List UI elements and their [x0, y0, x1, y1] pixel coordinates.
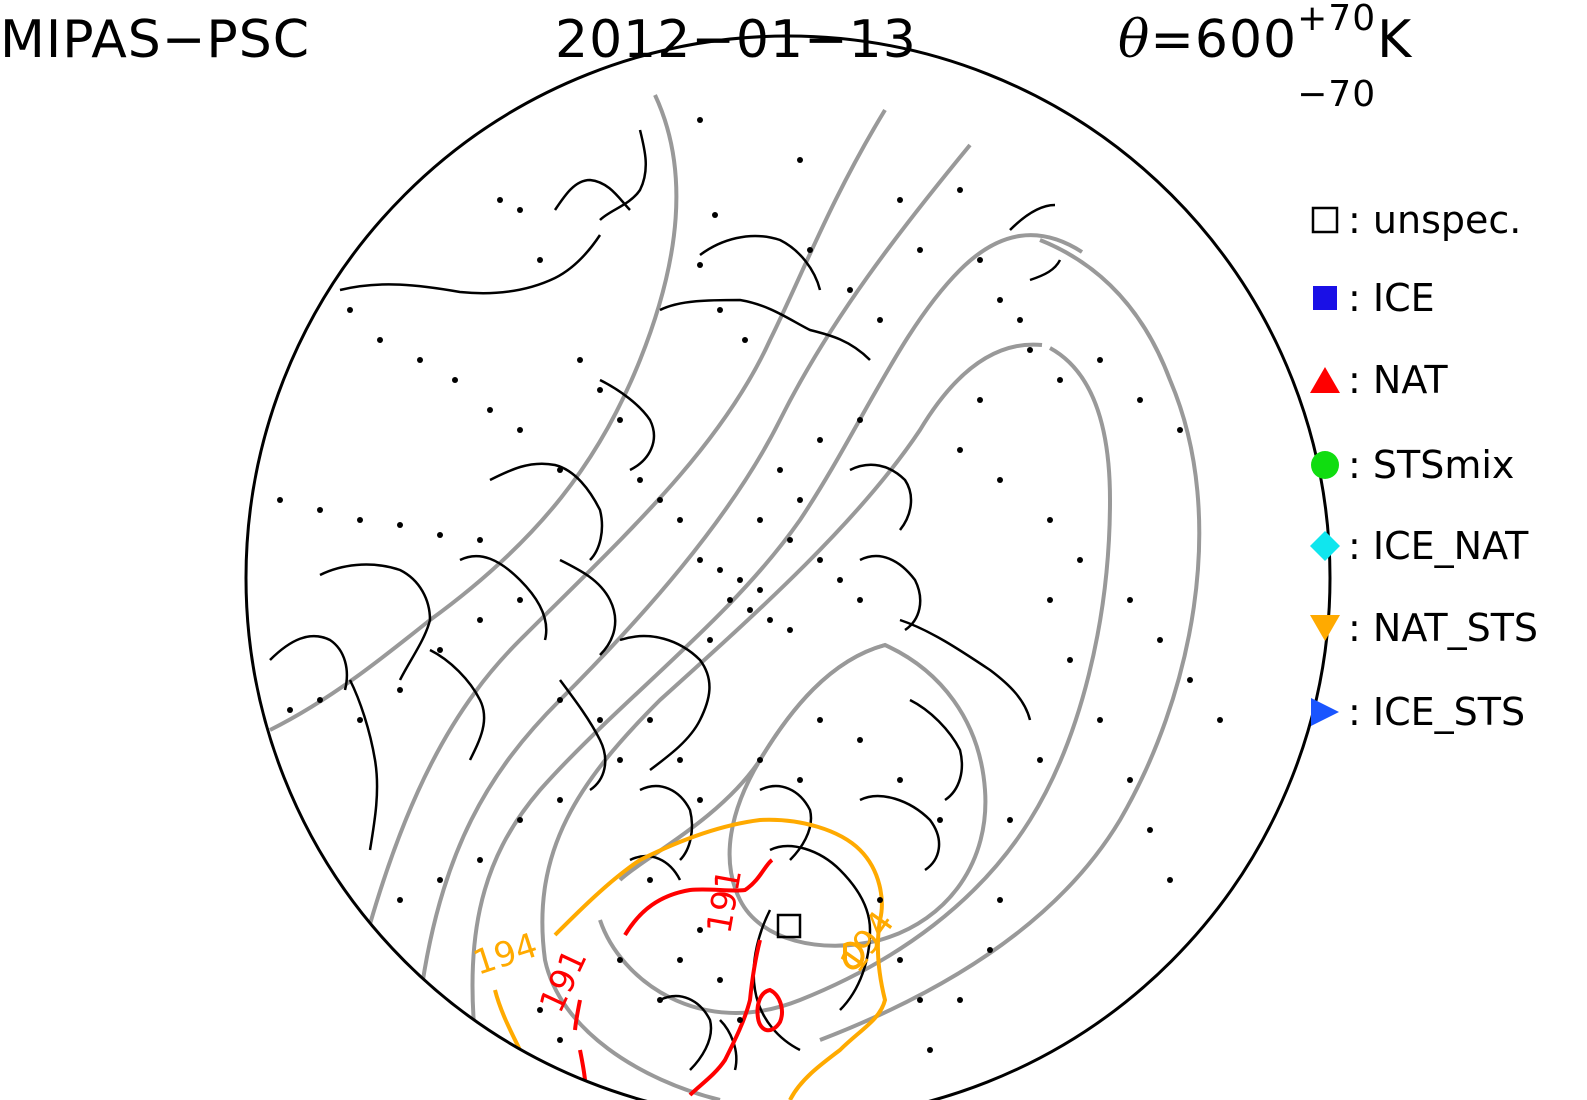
diamond-icon — [1308, 526, 1342, 566]
legend-item-ice: : ICE — [1308, 273, 1435, 323]
legend-label-nat-sts: : NAT_STS — [1348, 606, 1539, 650]
theta-minus: −70 — [1297, 74, 1377, 115]
legend-label-ice-sts: : ICE_STS — [1348, 690, 1526, 734]
theta-unit: K — [1377, 10, 1413, 70]
contour-label-194-right: 194 — [833, 904, 903, 980]
legend-item-nat-sts: : NAT_STS — [1308, 603, 1538, 653]
theta-level-title: θ=600 +70 −70 K — [1118, 0, 1413, 115]
legend-label-unspec: : unspec. — [1348, 198, 1522, 242]
theta-plus: +70 — [1297, 0, 1377, 39]
theta-symbol: θ — [1118, 10, 1151, 70]
open-square-icon — [1308, 200, 1342, 240]
triangle-up-icon — [1308, 360, 1342, 400]
contour-191 — [573, 858, 784, 1097]
unspec-observation-marker — [776, 913, 802, 939]
instrument-title: MIPAS−PSC — [0, 10, 311, 70]
globe-boundary — [244, 34, 1332, 1100]
measurement-dots — [277, 117, 1223, 1053]
legend-item-nat: : NAT — [1308, 355, 1448, 405]
legend-label-nat: : NAT — [1348, 358, 1448, 402]
triangle-right-icon — [1308, 692, 1342, 732]
legend-item-stsmix: : STSmix — [1308, 440, 1514, 490]
contour-label-191-right: 191 — [699, 866, 750, 937]
gray-contours — [269, 94, 1202, 1100]
circle-icon — [1308, 445, 1342, 485]
contour-label-194-left: 194 — [468, 925, 542, 983]
contour-194 — [493, 817, 888, 1100]
legend-label-stsmix: : STSmix — [1348, 443, 1515, 487]
legend-label-ice-nat: : ICE_NAT — [1348, 524, 1529, 568]
theta-value: =600 — [1150, 10, 1298, 70]
coastlines — [269, 129, 1062, 1071]
legend-label-ice: : ICE — [1348, 276, 1435, 320]
square-icon — [1308, 278, 1342, 318]
legend-item-ice-sts: : ICE_STS — [1308, 687, 1525, 737]
triangle-down-icon — [1308, 608, 1342, 648]
legend-item-ice-nat: : ICE_NAT — [1308, 521, 1528, 571]
legend-item-unspec: : unspec. — [1308, 195, 1521, 245]
